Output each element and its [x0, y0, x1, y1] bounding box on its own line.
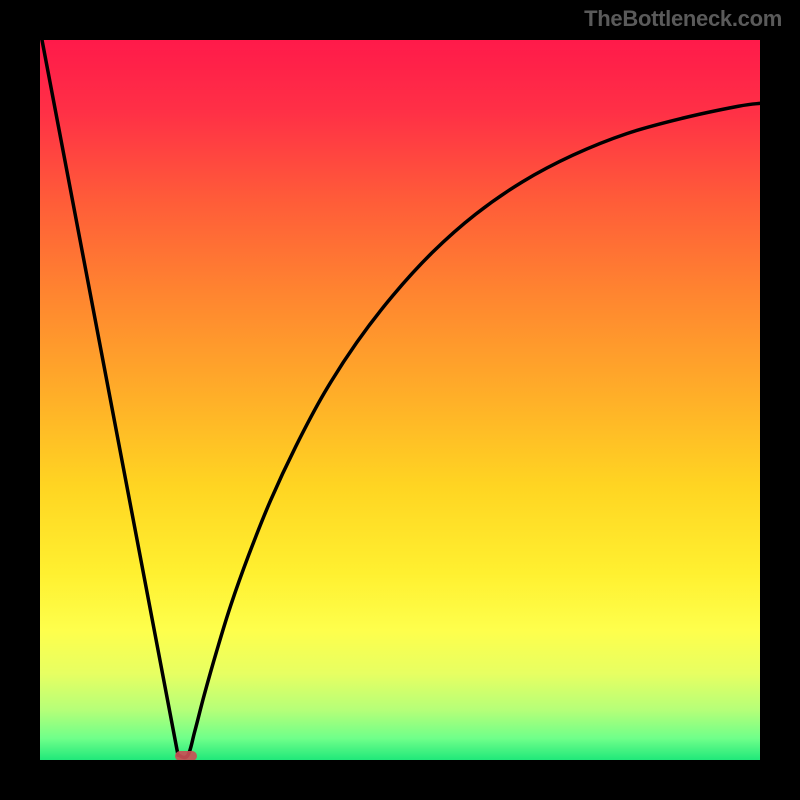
- chart-container: TheBottleneck.com: [0, 0, 800, 800]
- gradient-background: [40, 40, 760, 760]
- bottleneck-marker: [175, 751, 197, 760]
- plot-area: [40, 40, 760, 760]
- plot-svg: [40, 40, 760, 760]
- watermark-text: TheBottleneck.com: [584, 6, 782, 32]
